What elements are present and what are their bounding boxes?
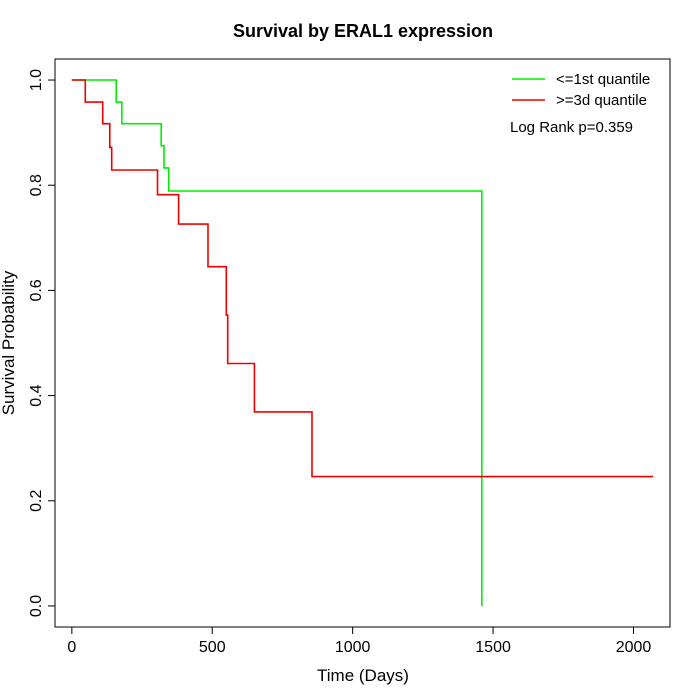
y-tick-label-5: 1.0 bbox=[28, 69, 45, 91]
legend-label-1: >=3d quantile bbox=[556, 92, 647, 109]
series-line-1 bbox=[71, 79, 654, 478]
x-tick-label-0: 0 bbox=[67, 639, 76, 656]
x-tick-label-1: 500 bbox=[199, 639, 226, 656]
x-tick-label-3: 1500 bbox=[475, 639, 511, 656]
y-axis-label: Survival Probability bbox=[0, 270, 18, 415]
series-line-0 bbox=[71, 79, 483, 606]
y-tick-label-0: 0.0 bbox=[28, 595, 45, 617]
y-tick-label-1: 0.2 bbox=[28, 490, 45, 512]
x-tick-label-4: 2000 bbox=[616, 639, 652, 656]
x-axis-label: Time (Days) bbox=[317, 666, 409, 685]
legend-label-0: <=1st quantile bbox=[556, 71, 650, 88]
y-tick-label-2: 0.4 bbox=[28, 384, 45, 406]
x-axis: 0 500 1000 1500 2000 bbox=[67, 627, 651, 656]
series-group bbox=[71, 79, 654, 606]
log-rank-annotation: Log Rank p=0.359 bbox=[510, 119, 633, 136]
y-axis: 0.0 0.2 0.4 0.6 0.8 1.0 bbox=[28, 69, 55, 617]
plot-frame bbox=[54, 58, 671, 628]
x-tick-label-2: 1000 bbox=[335, 639, 371, 656]
y-tick-label-4: 0.8 bbox=[28, 174, 45, 196]
y-tick-label-3: 0.6 bbox=[28, 279, 45, 301]
legend: <=1st quantile >=3d quantile bbox=[512, 71, 650, 109]
chart-title: Survival by ERAL1 expression bbox=[233, 21, 493, 41]
